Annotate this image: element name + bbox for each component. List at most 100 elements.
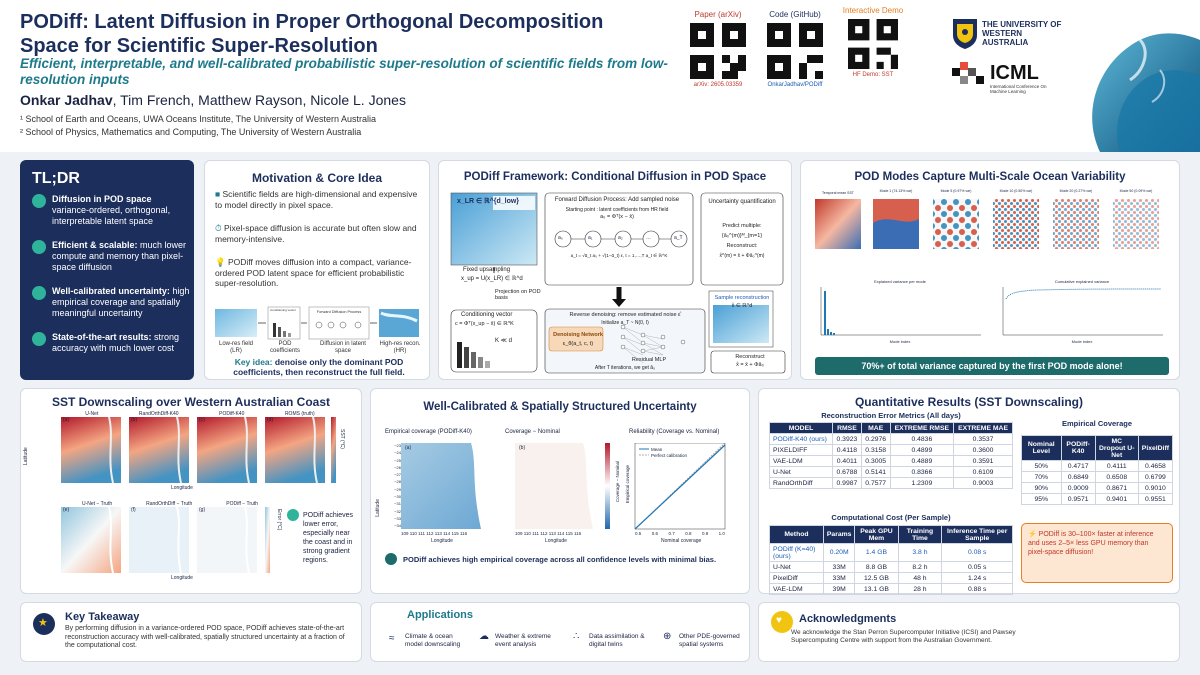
sst-bottom-labels: U-Net − Truth RandOrthDiff − Truth PODiff … <box>65 501 275 507</box>
panel-tag: (c) <box>199 417 205 423</box>
motivation-title: Motivation & Core Idea <box>251 171 382 185</box>
table-cell: PIXELDIFF <box>768 444 834 456</box>
step-label: Low-res field (LR) <box>218 341 253 354</box>
table-cell: U-Net <box>769 561 824 573</box>
legend-perfect: Perfect calibration <box>651 453 688 458</box>
motivation-p2-text: Pixel-space diffusion is accurate but of… <box>215 223 417 244</box>
qr-paper[interactable]: Paper (arXiv) arXiv: 2605.03359 <box>683 10 753 88</box>
table-header: Inference Time per Sample <box>941 525 1013 544</box>
rel-ylabel: Empirical coverage <box>625 465 630 504</box>
sst-cbar2: Error (°C) <box>276 509 282 531</box>
sst-panel-label: PODiff-K40 <box>219 411 245 417</box>
table-cell: 3.8 h <box>897 543 943 562</box>
qr-demo[interactable]: Interactive Demo HF Demo: SST <box>838 6 908 78</box>
wave-icon: ≈ <box>389 633 395 644</box>
x-tick: 1.0 <box>718 531 725 536</box>
table-cell: 0.6508 <box>1094 471 1139 483</box>
uq-eq1: {â₀^(m)}ᴹ_{m=1} <box>721 233 763 239</box>
mlp-label: Residual MLP <box>631 357 667 363</box>
tldr-item-bold: Efficient & scalable: <box>52 240 138 250</box>
icml-fullname: International Conference On Machine Lear… <box>990 84 1047 94</box>
table-cell: 0.9009 <box>1060 482 1096 494</box>
metrics-title: Reconstruction Error Metrics (All days) <box>821 411 961 420</box>
sst-maps <box>61 417 336 574</box>
application-item: Weather & extreme event analysis <box>495 633 551 648</box>
table-cell: 39M <box>822 583 856 595</box>
table-cell: 1.4 GB <box>854 543 899 562</box>
tldr-item: Diffusion in POD space variance-ordered, … <box>32 194 190 227</box>
unc-cbar2: Coverage − Nominal <box>615 461 620 503</box>
table-header: Training Time <box>897 525 943 544</box>
table-cell: 0.4889 <box>889 455 955 467</box>
x-lr-label: x_LR ∈ ℝ^{d_low} <box>457 198 520 205</box>
reverse-init: Initialize a_T ~ N(0, I) <box>601 320 649 326</box>
quant-card: Quantitative Results (SST Downscaling) R… <box>758 388 1180 595</box>
cumulative-variance-chart <box>1002 287 1163 336</box>
table-header: PixelDiff <box>1137 435 1174 461</box>
table-row: U-Net 0.6788 0.5141 0.8366 0.6109 <box>768 466 1013 478</box>
applications-title: Applications <box>407 609 474 621</box>
unc-yticks: −23 −24 −25 −26 −27 −28 −29 −30 −31 −32 −33 −34 <box>389 442 401 530</box>
icml-mark-icon <box>952 62 984 84</box>
table-cell: 0.4899 <box>889 444 955 456</box>
rel-xticks: 0.5 0.6 0.7 0.8 0.9 1.0 <box>635 531 725 536</box>
table-row: 50% 0.4717 0.4111 0.4658 <box>1021 460 1174 472</box>
uncertainty-title: Well-Calibrated & Spatially Structured U… <box>423 401 697 413</box>
motivation-p1-text: Scientific fields are high-dimensional a… <box>215 189 418 210</box>
uq-title: Uncertainty quantification <box>708 199 776 205</box>
applications-card: Applications ≈ Climate & ocean model dow… <box>370 602 750 662</box>
table-header: MAE <box>860 422 891 434</box>
takeaway-card: ★ Key Takeaway By performing diffusion i… <box>20 602 362 662</box>
sst-panel-label: U-Net <box>85 411 99 417</box>
table-cell: PODiff (K=40) (ours) <box>769 543 824 562</box>
table-row: U-Net 33M 8.8 GB 8.2 h 0.05 s <box>769 561 1013 573</box>
affiliation-2: ² School of Physics, Mathematics and Com… <box>20 127 362 137</box>
uncertainty-card: Well-Calibrated & Spatially Structured U… <box>370 388 750 594</box>
tldr-item-bold: Well-calibrated uncertainty: <box>52 286 170 296</box>
denoise-title: Denoising Network <box>553 332 603 338</box>
chart2-xlabel: Mode index <box>1071 339 1093 344</box>
mode-label: Mode 50 (0.09% var) <box>1119 189 1153 193</box>
table-cell: 50% <box>1021 460 1062 472</box>
tldr-item: Well-calibrated uncertainty: high empiri… <box>32 286 190 319</box>
panel-tag: (a) <box>405 445 412 451</box>
table-cell: 28 h <box>897 583 943 595</box>
motivation-p3-text: PODiff moves diffusion into a compact, v… <box>215 257 412 288</box>
table-cell: 0.08 s <box>941 543 1013 562</box>
legend-mean: Mean <box>651 447 663 452</box>
takeaway-title: Key Takeaway <box>65 611 140 623</box>
table-cell: 90% <box>1021 482 1062 494</box>
forward-title: Forward Diffusion Process: Add sampled n… <box>554 197 680 203</box>
table-cell: 0.8671 <box>1094 482 1139 494</box>
table-cell: 0.9003 <box>953 477 1013 489</box>
table-cell: 0.6849 <box>1060 471 1096 483</box>
cond-title: Conditioning vector <box>461 312 513 318</box>
qr-demo-caption: HF Demo: SST <box>852 72 894 78</box>
node-label: a₂ <box>618 235 623 241</box>
sst-panel-label: RandOrthDiff − Truth <box>146 501 193 507</box>
cost-title: Computational Cost (Per Sample) <box>831 513 951 522</box>
y-tick: −33 <box>394 515 401 521</box>
table-cell: 95% <box>1021 493 1062 505</box>
unc-xticks: 109 110 111 112 113 114 115 116 <box>401 531 468 536</box>
table-header: Params <box>822 525 856 544</box>
tldr-item-text: much lower compute and memory than pixel… <box>52 240 187 272</box>
tldr-item: State-of-the-art results: strong accurac… <box>32 332 190 354</box>
table-cell: 0.8366 <box>889 466 955 478</box>
mode-label: Mode 5 (0.97% var) <box>940 189 972 193</box>
uwa-name: THE UNIVERSITY OF WESTERN AUSTRALIA <box>982 20 1062 47</box>
unc-panel1-title: Empirical coverage (PODiff-K40) <box>385 429 472 435</box>
chart2-title: Cumulative explained variance <box>1054 279 1110 284</box>
note-dot-icon <box>287 509 299 521</box>
table-cell: PixelDiff <box>769 572 824 584</box>
x-tick: 0.5 <box>635 531 642 536</box>
qr-code[interactable]: Code (GitHub) OnkarJadhav/PODiff <box>760 10 830 88</box>
table-cell: 0.9987 <box>832 477 862 489</box>
uq-eq2: x̂^(m) = x̄ + Φâ₀^(m) <box>719 253 765 259</box>
cloud-icon: ☁ <box>479 631 489 642</box>
globe-icon: ⊕ <box>663 631 672 642</box>
node-label: a_T <box>674 235 683 241</box>
coverage-table: Nominal Level PODiff-K40 MC Dropout U-Net P… <box>1021 435 1174 505</box>
upsampling-eq: x_up = U(x_LR) ∈ ℝ^d <box>461 276 523 282</box>
table-cell: 0.05 s <box>941 561 1013 573</box>
